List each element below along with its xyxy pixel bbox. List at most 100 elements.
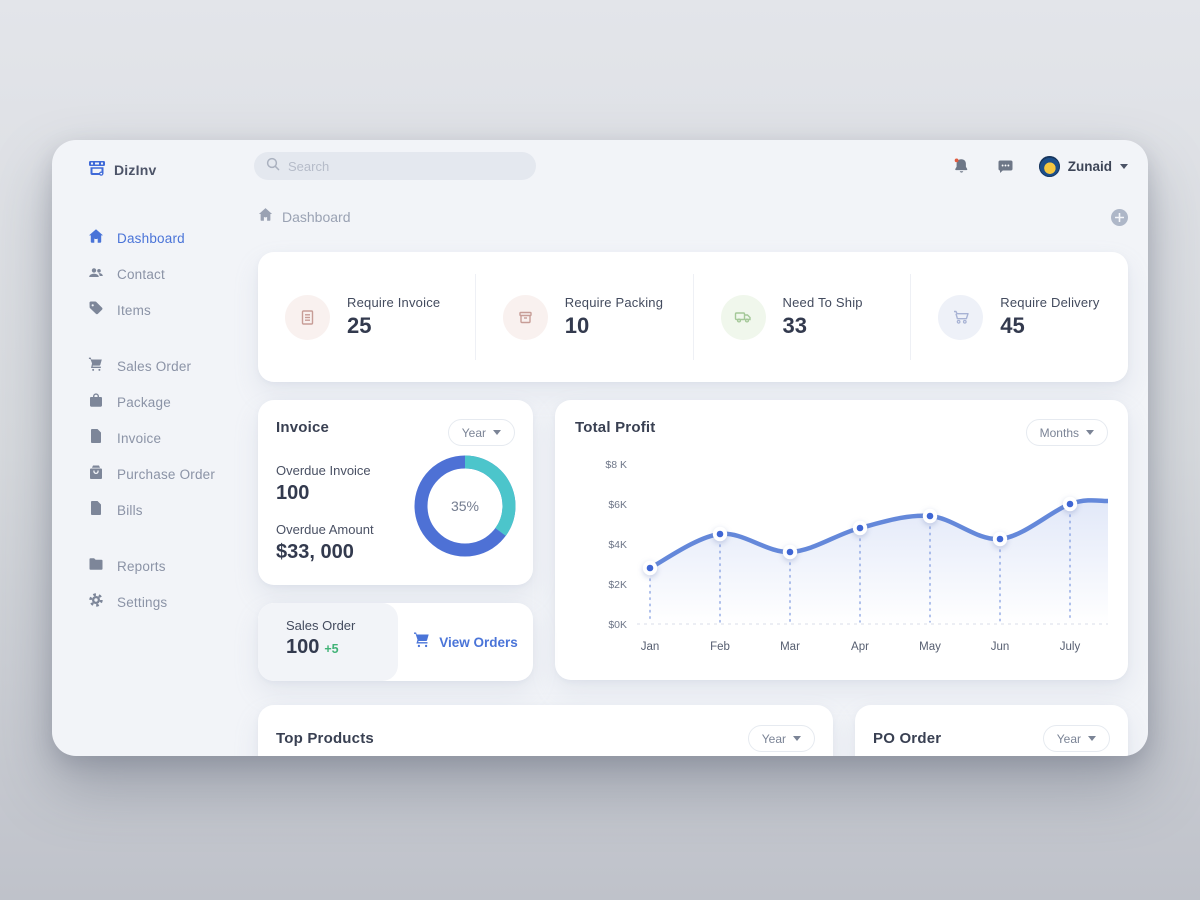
unread-dot — [954, 158, 959, 162]
overdue-amount-value: $33, 000 — [276, 541, 354, 563]
sidebar-item-package[interactable]: Package — [88, 384, 254, 420]
brand-logo[interactable]: DizInv — [88, 158, 254, 182]
folder-icon — [88, 556, 104, 577]
chevron-down-icon — [493, 430, 501, 435]
stat-value: 45 — [1000, 313, 1025, 338]
top-products-range-select[interactable]: Year — [747, 725, 815, 752]
svg-text:$8 K: $8 K — [605, 459, 627, 471]
plus-icon — [1115, 212, 1124, 222]
document-icon — [285, 294, 330, 340]
svg-text:Jan: Jan — [641, 641, 660, 653]
view-orders-label: View Orders — [439, 634, 518, 650]
cart-icon — [88, 356, 104, 377]
sidebar-item-label: Settings — [117, 594, 168, 610]
stat-require-delivery: Require Delivery 45 — [910, 274, 1128, 360]
tag-icon — [88, 300, 104, 321]
top-products-title: Top Products — [276, 730, 374, 747]
user-menu[interactable]: Zunaid — [1038, 155, 1128, 177]
stat-label: Require Invoice — [347, 295, 441, 310]
sales-order-value: 100 +5 — [286, 636, 339, 658]
storefront-icon — [88, 159, 106, 182]
sidebar: DizInv Dashboard Contact Items — [52, 140, 254, 756]
svg-text:$4K: $4K — [608, 539, 627, 551]
truck-icon — [720, 294, 766, 340]
sidebar-item-invoice[interactable]: Invoice — [88, 420, 254, 456]
profit-range-select[interactable]: Months — [1025, 419, 1108, 446]
invoice-card-title: Invoice — [276, 419, 330, 436]
overdue-invoice-label: Overdue Invoice — [276, 463, 371, 478]
total-profit-title: Total Profit — [575, 419, 656, 436]
stat-need-to-ship: Need To Ship 33 — [692, 274, 911, 360]
sidebar-item-reports[interactable]: Reports — [88, 548, 254, 584]
cart-icon — [413, 631, 430, 653]
overdue-invoice-value: 100 — [276, 482, 310, 504]
bell-icon — [954, 158, 968, 173]
sidebar-item-label: Sales Order — [117, 358, 192, 374]
chevron-down-icon — [1088, 736, 1096, 741]
svg-text:$6K: $6K — [608, 499, 627, 511]
chat-icon — [998, 160, 1013, 173]
file-icon — [88, 428, 104, 449]
donut-chart: 35% — [411, 452, 519, 560]
svg-text:$0K: $0K — [608, 619, 627, 631]
app-window: DizInv Dashboard Contact Items — [52, 140, 1148, 756]
sales-order-summary: Sales Order 100 +5 — [258, 603, 398, 681]
invoice-card: Invoice Year Overdue Invoice 100 Overdue… — [258, 400, 533, 585]
donut-percent-label: 35% — [450, 498, 480, 514]
home-icon — [88, 228, 104, 249]
range-label: Year — [1056, 731, 1081, 746]
package-box-icon — [502, 294, 548, 340]
sidebar-item-settings[interactable]: Settings — [88, 584, 254, 620]
messages-button[interactable] — [995, 155, 1017, 177]
sidebar-item-sales-order[interactable]: Sales Order — [88, 348, 254, 384]
brand-name: DizInv — [114, 162, 157, 178]
top-products-card: Top Products Year — [258, 705, 833, 756]
sidebar-item-dashboard[interactable]: Dashboard — [88, 220, 254, 256]
stat-value: 10 — [564, 313, 590, 338]
stat-require-packing: Require Packing 10 — [474, 274, 693, 360]
po-order-title: PO Order — [873, 730, 942, 747]
user-name: Zunaid — [1067, 158, 1112, 174]
svg-text:Feb: Feb — [710, 641, 730, 653]
sidebar-item-bills[interactable]: Bills — [88, 492, 254, 528]
sidebar-item-label: Package — [117, 394, 171, 410]
stat-value: 25 — [347, 313, 372, 338]
svg-text:Apr: Apr — [851, 641, 869, 653]
chevron-down-icon — [1086, 430, 1094, 435]
search-bar[interactable] — [254, 152, 536, 180]
view-orders-button[interactable]: View Orders — [398, 603, 533, 681]
po-order-range-select[interactable]: Year — [1042, 725, 1110, 752]
sidebar-item-label: Invoice — [117, 430, 162, 446]
people-icon — [88, 264, 104, 285]
home-icon — [258, 207, 273, 227]
sidebar-item-label: Bills — [117, 502, 143, 518]
search-input[interactable] — [288, 158, 524, 174]
overdue-amount-label: Overdue Amount — [276, 522, 374, 537]
cart-icon — [938, 294, 984, 340]
svg-text:Jun: Jun — [991, 641, 1010, 653]
sidebar-nav: Dashboard Contact Items Sales Order — [88, 220, 254, 620]
bag-icon — [88, 392, 104, 413]
sidebar-item-contact[interactable]: Contact — [88, 256, 254, 292]
range-label: Year — [461, 425, 486, 440]
add-button[interactable] — [1111, 208, 1128, 226]
notifications-button[interactable] — [951, 155, 973, 177]
svg-text:July: July — [1060, 641, 1081, 653]
stat-label: Require Delivery — [1000, 295, 1100, 310]
stat-require-invoice: Require Invoice 25 — [258, 274, 475, 360]
sidebar-item-label: Reports — [117, 558, 166, 574]
invoice-range-select[interactable]: Year — [447, 419, 515, 446]
breadcrumb: Dashboard — [258, 204, 1128, 230]
sidebar-item-label: Items — [117, 302, 152, 318]
sidebar-item-label: Purchase Order — [117, 466, 216, 482]
sidebar-item-purchase-order[interactable]: Purchase Order — [88, 456, 254, 492]
sidebar-item-label: Contact — [117, 266, 165, 282]
range-label: Year — [761, 731, 786, 746]
sales-order-card: Sales Order 100 +5 View Orders — [258, 603, 533, 681]
chevron-down-icon — [793, 736, 801, 741]
range-label: Months — [1039, 425, 1079, 440]
stat-label: Need To Ship — [782, 295, 863, 310]
profit-line-chart: $0K $2K $4K $6K $8 K Jan Feb Mar Apr May Jun July — [605, 459, 1111, 653]
topbar-actions: Zunaid — [951, 150, 1128, 182]
sidebar-item-items[interactable]: Items — [88, 292, 254, 328]
